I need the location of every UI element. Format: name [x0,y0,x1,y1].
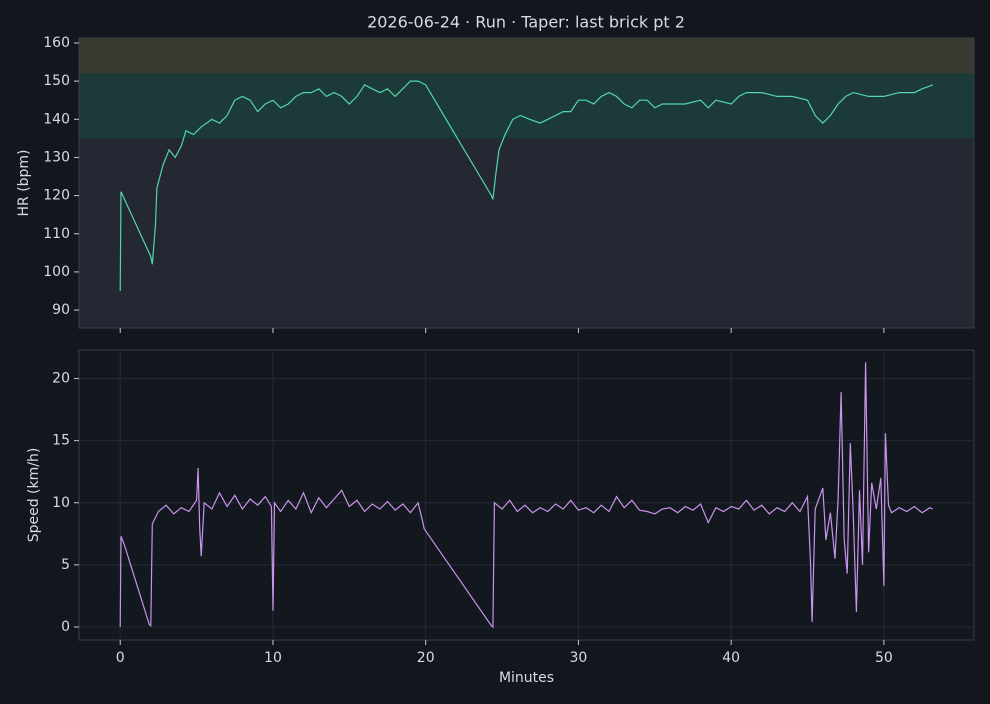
x-tick-label: 0 [116,650,125,666]
y-tick-label: 5 [61,557,70,573]
y-tick-label: 120 [43,188,70,204]
y-tick-label: 90 [52,302,70,318]
series-line [119,80,934,292]
y-tick-label: 130 [43,149,70,165]
y-axis-label: Speed (km/h) [26,448,42,543]
x-tick-label: 40 [722,650,740,666]
y-tick-label: 0 [61,619,70,635]
y-tick-label: 15 [52,433,70,449]
series-line [119,362,934,629]
x-tick-label: 30 [570,650,588,666]
x-tick-label: 10 [264,650,282,666]
zone-band [79,38,974,74]
x-axis-label: Minutes [499,670,554,686]
y-tick-label: 140 [43,111,70,127]
y-tick-label: 10 [52,495,70,511]
y-tick-label: 150 [43,73,70,89]
y-tick-label: 100 [43,264,70,280]
y-tick-label: 20 [52,371,70,387]
zone-band [79,73,974,139]
chart-title: 2026-06-24 · Run · Taper: last brick pt … [367,13,685,32]
x-tick-label: 50 [875,650,893,666]
y-tick-label: 160 [43,35,70,51]
y-tick-label: 110 [43,226,70,242]
plot-area [78,349,975,641]
x-tick-label: 20 [417,650,435,666]
y-axis-label: HR (bpm) [16,149,32,216]
